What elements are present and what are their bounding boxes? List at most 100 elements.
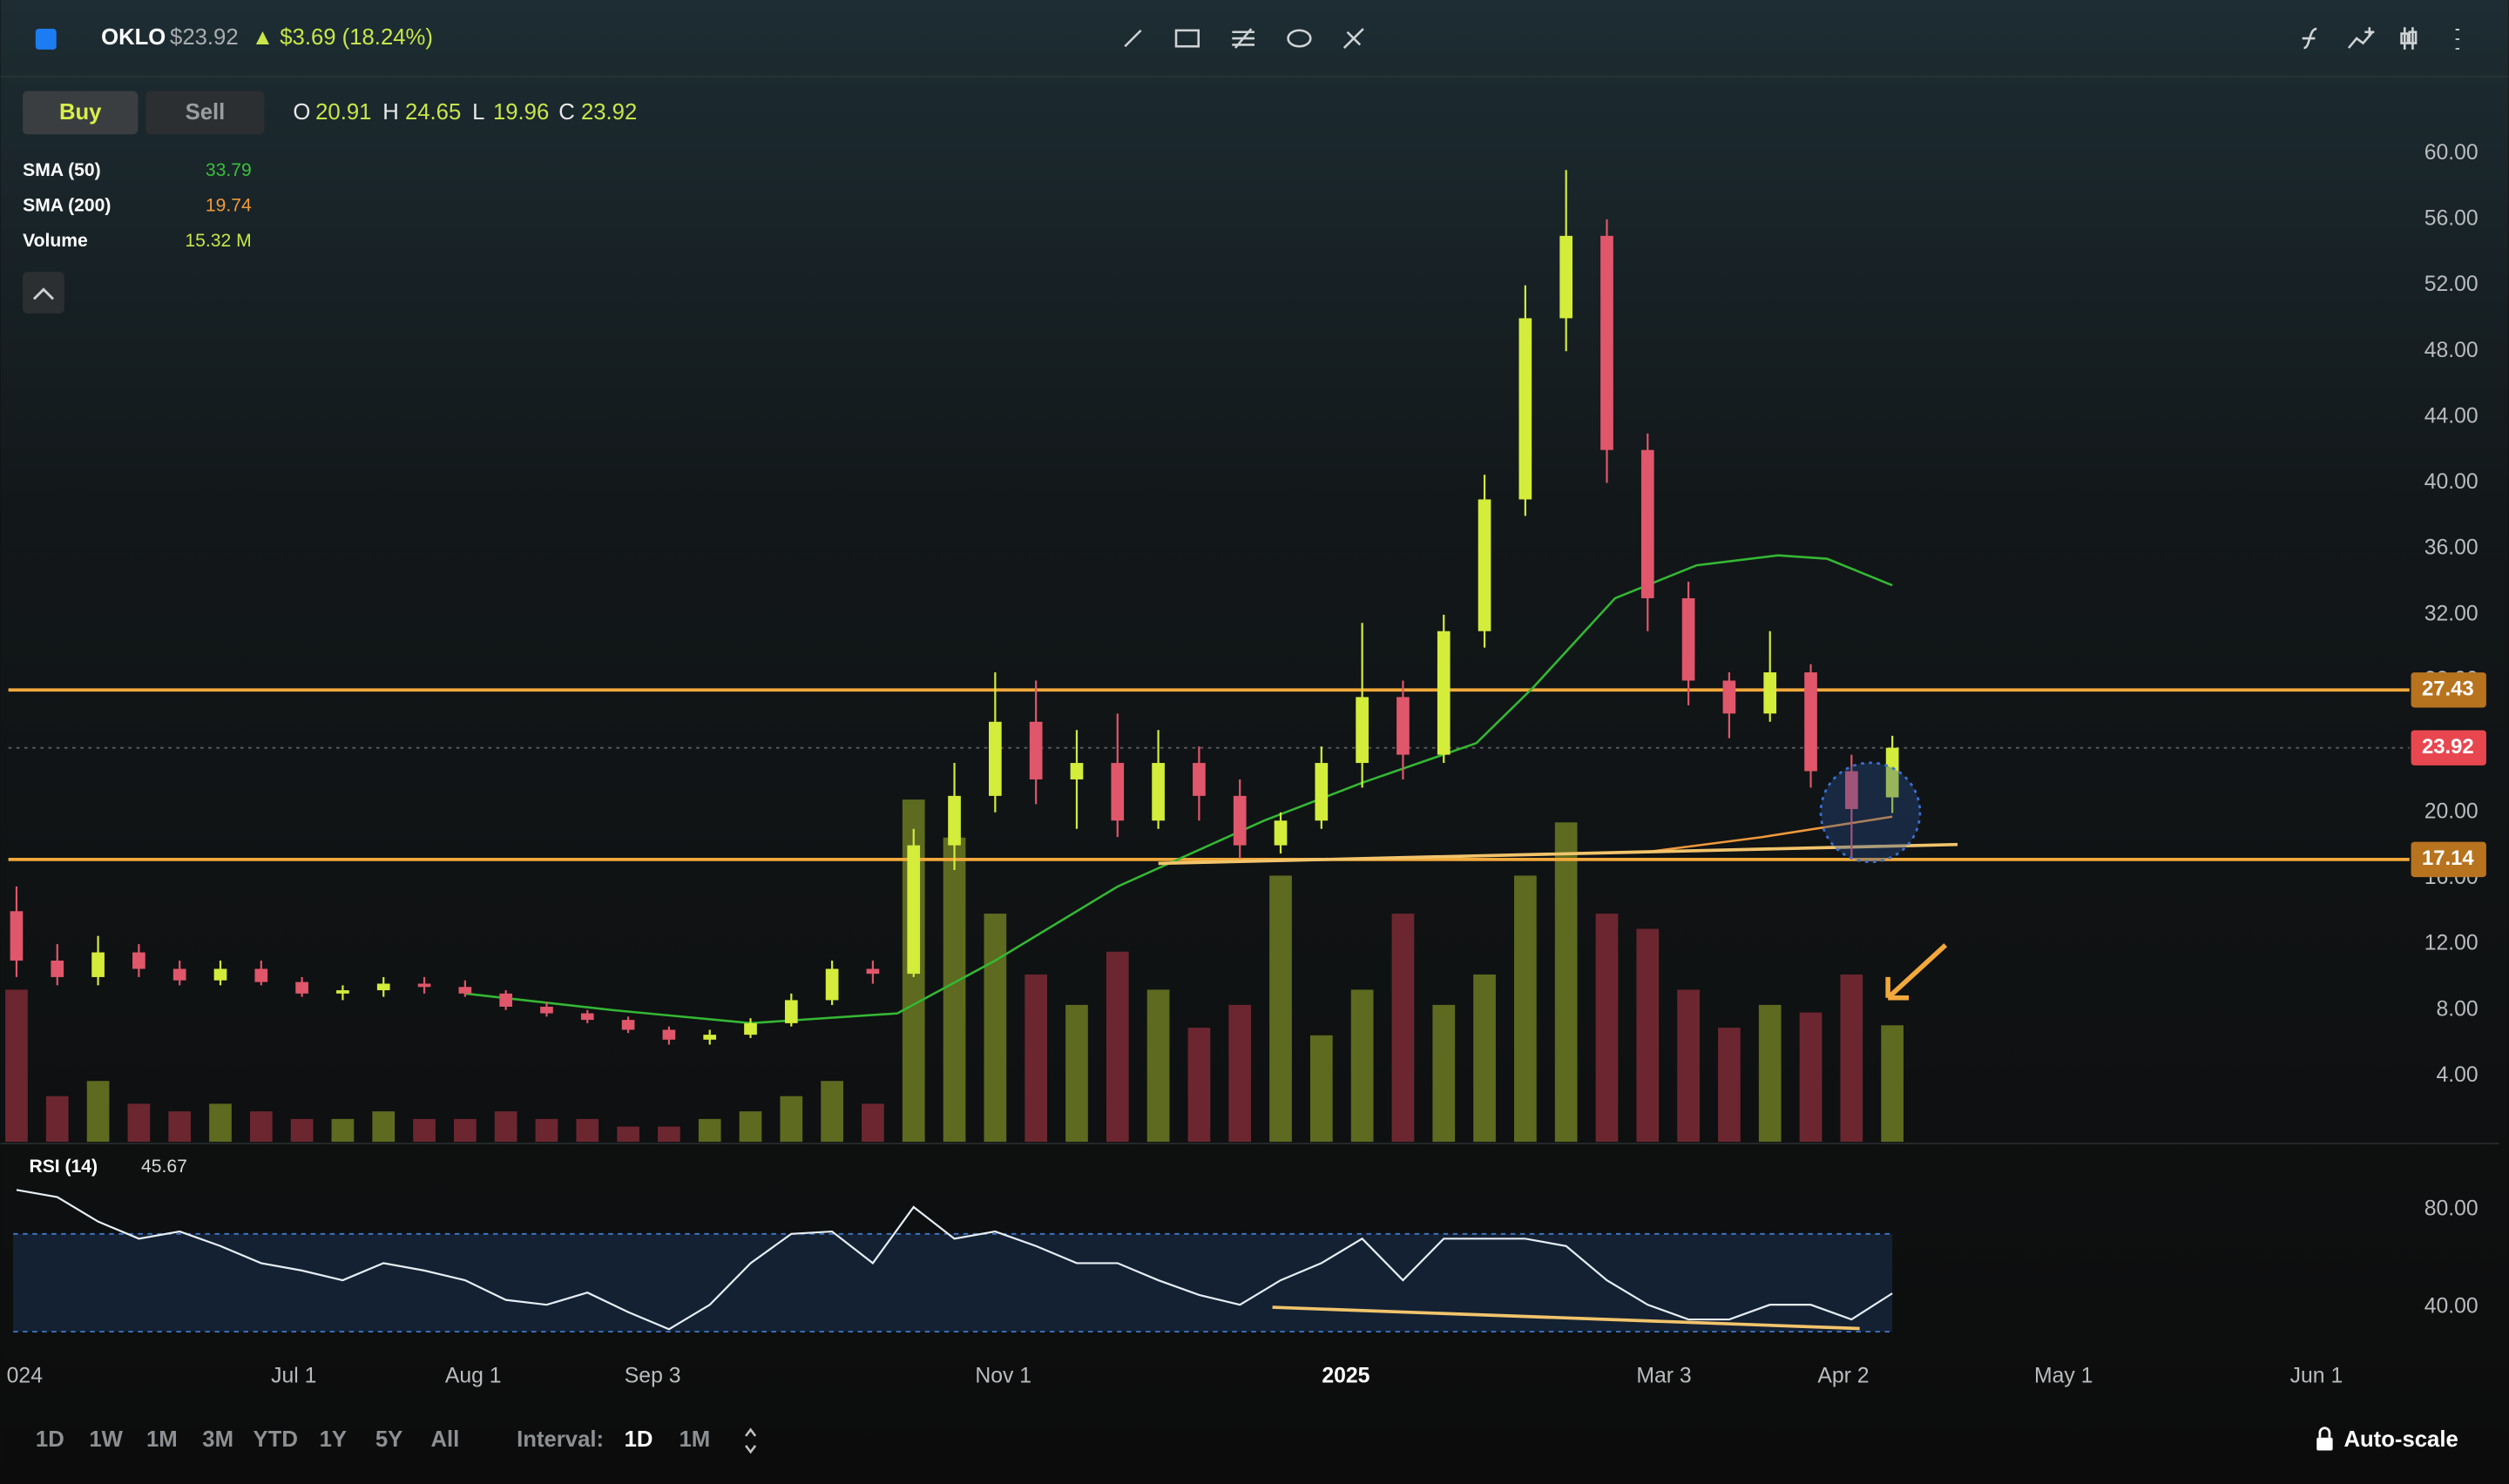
price: $23.92	[170, 25, 239, 50]
volume-bar	[1350, 989, 1374, 1143]
volume-bar	[1432, 1004, 1456, 1143]
volume-bar	[576, 1118, 599, 1143]
level-tag-label: 27.43	[2422, 678, 2474, 701]
ohlc-h: H	[382, 100, 399, 125]
line-tool[interactable]	[1124, 29, 1142, 48]
compare-tool[interactable]	[2347, 27, 2375, 49]
volume-bar	[1718, 1028, 1741, 1143]
candle-body	[1681, 597, 1695, 681]
interval-1m[interactable]: 1M	[679, 1427, 710, 1452]
x-tick-label: May 1	[2034, 1365, 2093, 1388]
candle-body	[1356, 697, 1369, 764]
lock-icon[interactable]	[2316, 1437, 2333, 1451]
candle-body	[1844, 771, 1858, 810]
legend-rsi: RSI (14)	[29, 1157, 98, 1177]
comment-tool[interactable]	[1287, 29, 1312, 48]
buy-button[interactable]	[23, 91, 139, 135]
range-button[interactable]: 1D	[36, 1427, 64, 1452]
ohlc-high: 24.65	[405, 100, 461, 125]
footer: 1D 1M Interval: Auto-scale 1D 1W 1M 3M YTD 1Y…	[36, 1427, 2458, 1454]
x-tick-label: Aug 1	[445, 1365, 502, 1388]
candle-body	[1518, 318, 1532, 500]
volume-bar	[1473, 974, 1496, 1143]
volume-bar	[535, 1118, 558, 1143]
candle-body	[621, 1020, 635, 1030]
y-tick-label: 44.00	[2424, 404, 2479, 428]
sma-line	[1647, 815, 1893, 853]
y-tick-label: 4.00	[2436, 1063, 2478, 1087]
symbol: OKLO	[101, 25, 166, 50]
fib-tool[interactable]	[1232, 28, 1255, 49]
candle-body	[1600, 235, 1613, 450]
candle-body	[744, 1022, 757, 1035]
chart-type-tool[interactable]	[2400, 27, 2418, 50]
rect-tool[interactable]	[1174, 29, 1200, 48]
interval-stepper[interactable]	[745, 1427, 757, 1454]
y-tick-label: 8.00	[2436, 997, 2478, 1021]
collapse-button[interactable]	[23, 272, 64, 314]
y-tick-label: 56.00	[2424, 206, 2479, 230]
candle-body	[989, 721, 1002, 796]
sell-button[interactable]	[145, 91, 265, 135]
interval-1d[interactable]: 1D	[625, 1427, 653, 1452]
volume-bar	[168, 1111, 192, 1143]
rsi-band	[13, 1233, 1893, 1332]
candle-body	[1193, 763, 1206, 796]
candle-body	[1111, 763, 1125, 821]
candle-body	[132, 952, 145, 969]
buy-label[interactable]: Buy	[59, 100, 102, 125]
ohlc-low: 19.96	[493, 100, 549, 125]
candle-body	[866, 968, 880, 975]
y-tick-label: 40.00	[2424, 470, 2479, 494]
candle-body	[295, 981, 308, 994]
annotation-arrow	[1885, 943, 1948, 1001]
candle-body	[254, 968, 268, 982]
x-tick-label: Sep 3	[625, 1365, 681, 1388]
range-button[interactable]: 1M	[146, 1427, 178, 1452]
clear-tool[interactable]	[1342, 28, 1364, 49]
plot: 4.008.0012.0016.0020.0024.0028.0032.0036…	[5, 141, 2486, 1388]
y-tick-label: 32.00	[2424, 602, 2479, 625]
volume-bar	[1106, 951, 1129, 1143]
range-button[interactable]: 3M	[202, 1427, 233, 1452]
trend-line	[1158, 842, 1958, 866]
candle-body	[1315, 763, 1329, 821]
change: ▲ $3.69 (18.24%)	[252, 25, 433, 50]
range-button[interactable]: 5Y	[375, 1427, 402, 1452]
range-button[interactable]: All	[430, 1427, 459, 1452]
sell-label[interactable]: Sell	[186, 100, 226, 125]
range-button[interactable]: 1Y	[320, 1427, 347, 1452]
volume-bar	[209, 1103, 232, 1143]
candle-body	[499, 993, 512, 1007]
drawing-tools[interactable]	[1124, 27, 2460, 50]
candle-body	[51, 961, 64, 977]
candle-body	[10, 911, 24, 961]
x-tick-label: Mar 3	[1636, 1365, 1691, 1388]
ohlc-close: 23.92	[581, 100, 637, 125]
autoscale[interactable]: Auto-scale	[2343, 1427, 2458, 1452]
function-tool[interactable]	[2302, 27, 2317, 50]
volume-bar	[862, 1103, 884, 1143]
volume-bar	[821, 1081, 843, 1143]
candle-body	[1559, 235, 1573, 319]
candle-body	[458, 987, 472, 994]
ohlc-l: L	[472, 100, 484, 125]
x-tick-label: Jul 1	[271, 1365, 316, 1388]
candle-body	[1722, 680, 1736, 714]
candle-body	[580, 1013, 594, 1021]
y-tick-label: 20.00	[2424, 799, 2479, 823]
lock-shackle[interactable]	[2318, 1427, 2331, 1438]
range-button[interactable]: 1W	[89, 1427, 123, 1452]
ohlc-o: O	[293, 100, 310, 125]
candle-body	[1233, 795, 1247, 846]
legend-volume: Volume	[23, 231, 88, 251]
collapse-icon[interactable]	[32, 287, 55, 300]
legend-rsi-value: 45.67	[141, 1157, 187, 1177]
range-button[interactable]: YTD	[254, 1427, 298, 1452]
volume-bar	[1758, 1004, 1782, 1143]
level-tag-label: 17.14	[2422, 847, 2474, 870]
volume-bar	[1514, 875, 1537, 1143]
legend-sma50: SMA (50)	[23, 160, 101, 180]
